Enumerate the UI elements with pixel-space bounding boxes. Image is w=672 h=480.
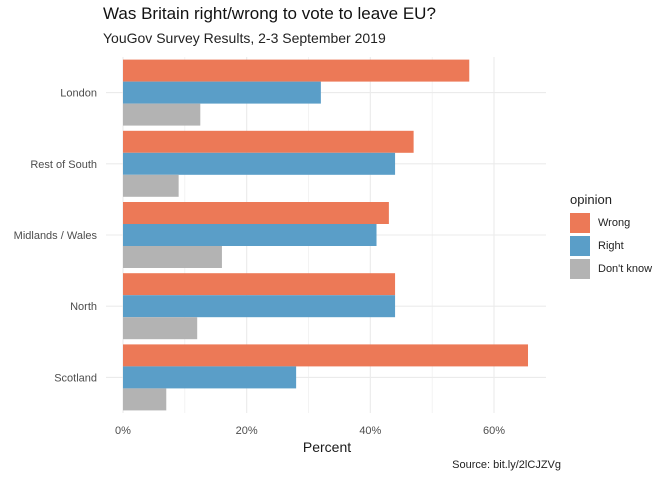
y-tick-label-0: London — [60, 88, 97, 100]
bar-wrong-2 — [123, 202, 389, 224]
legend-swatch-right — [570, 235, 590, 256]
x-tick-label-60: 60% — [483, 425, 505, 437]
legend: opinion Wrong Right Don't know — [570, 192, 652, 280]
x-tick-label-40: 40% — [359, 425, 381, 437]
legend-label-right: Right — [598, 239, 624, 252]
bar-right-1 — [123, 152, 396, 175]
bar-wrong-4 — [123, 344, 529, 367]
bar-right-3 — [123, 295, 396, 318]
bar-dont-know-4 — [123, 388, 167, 411]
bar-dont-know-3 — [123, 317, 198, 340]
bar-right-4 — [123, 366, 297, 389]
bar-dont-know-0 — [123, 103, 201, 126]
legend-title: opinion — [570, 192, 612, 207]
x-axis-title: Percent — [303, 439, 351, 455]
bar-right-2 — [123, 224, 377, 246]
y-tick-label-1: Rest of South — [30, 159, 97, 171]
legend-swatch-wrong — [570, 212, 590, 233]
legend-label-wrong: Wrong — [598, 216, 631, 229]
x-tick-label-0: 0% — [115, 425, 131, 437]
legend-label-dont-know: Don't know — [598, 262, 653, 275]
y-tick-label-2: Midlands / Wales — [14, 230, 98, 242]
bar-dont-know-2 — [123, 246, 222, 268]
x-tick-label-20: 20% — [236, 425, 258, 437]
chart-title: Was Britain right/wrong to vote to leave… — [103, 4, 436, 23]
legend-swatch-dont-know — [570, 258, 590, 279]
bar-wrong-1 — [123, 130, 414, 153]
legend-item-wrong: Wrong — [570, 211, 652, 234]
chart-caption: Source: bit.ly/2lCJZVg — [452, 459, 561, 471]
bar-wrong-0 — [123, 59, 470, 82]
legend-item-right: Right — [570, 234, 652, 257]
bar-dont-know-1 — [123, 174, 179, 197]
bar-right-0 — [123, 81, 321, 104]
y-tick-label-4: Scotland — [54, 372, 97, 384]
chart-subtitle: YouGov Survey Results, 2-3 September 201… — [103, 30, 386, 46]
y-tick-label-3: North — [70, 301, 97, 313]
legend-item-dont-know: Don't know — [570, 257, 652, 280]
bar-wrong-3 — [123, 273, 396, 296]
